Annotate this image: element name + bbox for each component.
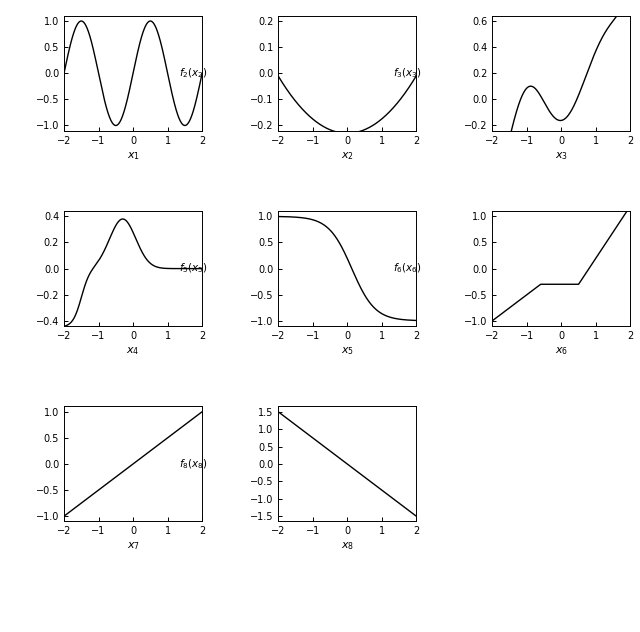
Y-axis label: $f_2(x_2)$: $f_2(x_2)$ bbox=[179, 66, 208, 80]
X-axis label: $x_2$: $x_2$ bbox=[340, 150, 354, 162]
X-axis label: $x_5$: $x_5$ bbox=[340, 345, 354, 357]
X-axis label: $x_4$: $x_4$ bbox=[126, 345, 140, 357]
Y-axis label: $f_6(x_6)$: $f_6(x_6)$ bbox=[394, 262, 422, 276]
X-axis label: $x_3$: $x_3$ bbox=[555, 150, 568, 162]
X-axis label: $x_6$: $x_6$ bbox=[555, 345, 568, 357]
X-axis label: $x_1$: $x_1$ bbox=[127, 150, 140, 162]
Y-axis label: $f_8(x_8)$: $f_8(x_8)$ bbox=[179, 457, 208, 471]
X-axis label: $x_8$: $x_8$ bbox=[340, 540, 354, 552]
Y-axis label: $f_5(x_5)$: $f_5(x_5)$ bbox=[179, 262, 208, 276]
X-axis label: $x_7$: $x_7$ bbox=[127, 540, 140, 552]
Y-axis label: $f_3(x_3)$: $f_3(x_3)$ bbox=[394, 66, 422, 80]
